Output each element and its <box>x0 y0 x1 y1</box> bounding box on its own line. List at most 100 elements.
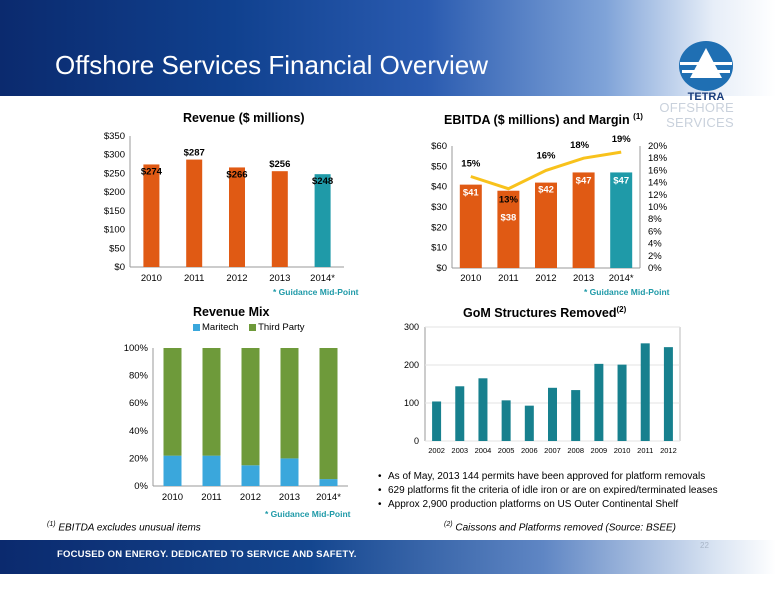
ebitda-y-tick: $40 <box>431 182 447 193</box>
section-tag: OFFSHORE SERVICES <box>659 100 734 130</box>
fact-item: 629 platforms fit the criteria of idle i… <box>378 484 718 498</box>
legend-label-third-party: Third Party <box>258 322 305 333</box>
fact-item: Approx 2,900 production platforms on US … <box>378 498 718 512</box>
mix-bar-maritech <box>163 455 182 486</box>
margin-label: 16% <box>536 150 556 161</box>
gom-bar <box>432 401 442 441</box>
ebitda-y2-tick: 12% <box>648 190 668 201</box>
footnote-source-text: Caissons and Platforms removed (Source: … <box>452 522 676 534</box>
gom-x-tick: 2003 <box>451 446 468 455</box>
ebitda-chart-title: EBITDA ($ millions) and Margin (1) <box>444 112 643 127</box>
page-number: 22 <box>700 541 709 550</box>
legend-item-maritech: Maritech <box>193 322 238 333</box>
revenue-data-label: $287 <box>184 148 205 159</box>
ebitda-data-label: $47 <box>576 175 592 186</box>
mix-y-tick: 60% <box>129 398 149 409</box>
ebitda-x-tick: 2014* <box>609 273 634 284</box>
revenue-x-tick: 2013 <box>269 273 290 284</box>
gom-bar <box>501 400 511 441</box>
ebitda-y-tick: $60 <box>431 141 447 152</box>
ebitda-bar <box>610 172 633 268</box>
revenue-bar <box>143 164 160 267</box>
revenue-x-tick: 2012 <box>226 273 247 284</box>
ebitda-y2-tick: 8% <box>648 214 662 225</box>
revenue-guidance-note: * Guidance Mid-Point <box>273 287 359 297</box>
gom-title-sup: (2) <box>616 305 627 314</box>
footnote-ebitda-mark: (1) <box>47 521 56 528</box>
revenue-x-tick: 2014* <box>310 273 335 284</box>
gom-bar <box>478 378 488 441</box>
gom-x-tick: 2004 <box>475 446 492 455</box>
revenue-chart-title: Revenue ($ millions) <box>183 111 305 125</box>
ebitda-y2-tick: 16% <box>648 165 668 176</box>
mix-y-tick: 100% <box>124 343 149 354</box>
footnote-ebitda: (1) EBITDA excludes unusual items <box>47 521 201 533</box>
gom-x-tick: 2010 <box>614 446 631 455</box>
ebitda-y2-tick: 10% <box>648 202 668 213</box>
ebitda-y2-tick: 20% <box>648 141 668 152</box>
ebitda-x-tick: 2011 <box>498 273 518 284</box>
revenue-y-tick: $150 <box>104 206 125 217</box>
slide-title: Offshore Services Financial Overview <box>55 50 489 80</box>
fact-item: As of May, 2013 144 permits have been ap… <box>378 470 718 484</box>
legend-swatch-maritech <box>193 323 200 331</box>
mix-bar-third-party <box>163 348 182 456</box>
ebitda-y2-tick: 0% <box>648 263 662 274</box>
gom-x-tick: 2008 <box>567 446 584 455</box>
ebitda-bar <box>497 190 520 268</box>
revenue-data-label: $256 <box>269 159 290 170</box>
mix-bar-third-party <box>319 348 338 480</box>
revenue-mix-title: Revenue Mix <box>193 305 270 319</box>
gom-bar <box>571 390 581 441</box>
legend-item-third-party: Third Party <box>249 322 305 333</box>
ebitda-x-tick: 2012 <box>535 273 556 284</box>
margin-label: 19% <box>612 134 632 145</box>
ebitda-x-tick: 2010 <box>460 273 481 284</box>
ebitda-bar <box>535 182 557 268</box>
gom-bar <box>640 343 650 441</box>
margin-line <box>470 150 622 191</box>
logo-text: TETRA <box>688 91 725 102</box>
margin-label: 13% <box>499 195 519 206</box>
mix-bar-maritech <box>202 455 221 486</box>
mix-bar-third-party <box>202 348 221 456</box>
legend-swatch-third-party <box>249 323 257 331</box>
mix-x-tick: 2012 <box>240 492 261 503</box>
mix-y-tick: 80% <box>129 371 149 382</box>
ebitda-bar <box>572 172 595 268</box>
revenue-x-tick: 2010 <box>141 273 162 284</box>
margin-label: 15% <box>461 159 481 170</box>
mix-x-tick: 2014* <box>316 492 341 503</box>
ebitda-y2-tick: 4% <box>648 239 662 250</box>
revenue-data-label: $248 <box>312 176 333 187</box>
gom-x-tick: 2012 <box>660 446 677 455</box>
gom-bar <box>524 405 534 441</box>
gom-x-tick: 2005 <box>498 446 515 455</box>
ebitda-title-text: EBITDA ($ millions) and Margin <box>444 113 630 128</box>
ebitda-y2-tick: 6% <box>648 226 662 237</box>
revenue-bar <box>229 167 245 267</box>
ebitda-y2-tick: 2% <box>648 251 662 262</box>
ebitda-y-tick: $10 <box>431 243 447 254</box>
gom-y-tick: 300 <box>404 322 419 332</box>
gom-x-tick: 2002 <box>428 446 445 455</box>
revenue-y-tick: $200 <box>104 187 125 198</box>
ebitda-title-sup: (1) <box>633 112 643 121</box>
revenue-mix-legend: Maritech Third Party <box>193 322 313 333</box>
mix-y-tick: 20% <box>129 453 149 464</box>
gom-x-tick: 2011 <box>637 446 653 455</box>
gom-y-tick: 100 <box>404 398 419 408</box>
ebitda-y-tick: $0 <box>436 263 447 274</box>
gom-y-tick: 200 <box>404 360 419 370</box>
tetra-logo: TETRA <box>679 41 733 102</box>
ebitda-y-tick: $20 <box>431 222 447 233</box>
ebitda-data-label: $47 <box>613 175 629 186</box>
revenue-y-tick: $0 <box>114 262 125 273</box>
mix-x-tick: 2013 <box>279 492 300 503</box>
revenue-x-tick: 2011 <box>184 273 204 284</box>
ebitda-y-tick: $50 <box>431 161 447 172</box>
gom-x-tick: 2006 <box>521 446 538 455</box>
gom-title-text: GoM Structures Removed <box>463 306 617 321</box>
revenue-y-tick: $350 <box>104 131 125 142</box>
ebitda-data-label: $38 <box>500 213 516 224</box>
